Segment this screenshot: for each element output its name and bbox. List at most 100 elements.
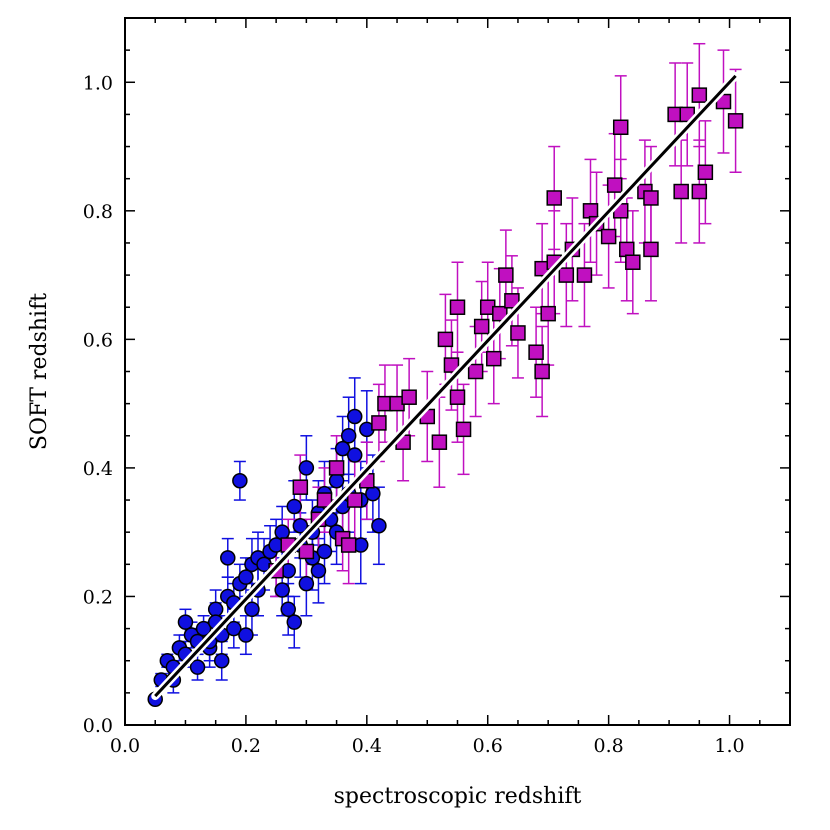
data-point-square bbox=[546, 190, 562, 206]
major-tick bbox=[125, 18, 790, 725]
data-point-square bbox=[691, 183, 708, 200]
x-tick-label: 0.2 bbox=[231, 735, 261, 757]
data-point-square bbox=[401, 389, 417, 405]
data-point-circle bbox=[195, 620, 212, 637]
data-point-circle bbox=[280, 601, 296, 618]
data-point-square bbox=[691, 87, 708, 103]
data-point-square bbox=[328, 460, 345, 476]
data-point-circle bbox=[365, 485, 381, 502]
y-tick-label: 0.8 bbox=[83, 201, 113, 223]
data-point-square bbox=[619, 241, 635, 258]
major-tick bbox=[125, 18, 790, 725]
data-point-square bbox=[673, 183, 689, 200]
data-point-square bbox=[431, 434, 448, 450]
data-point-circle bbox=[286, 614, 303, 630]
data-point-circle bbox=[316, 543, 333, 560]
minor-tick bbox=[125, 17, 791, 725]
data-point-square bbox=[486, 350, 502, 367]
minor-tick bbox=[125, 18, 790, 725]
minor-tick bbox=[125, 18, 790, 725]
y-tick-label: 0.0 bbox=[83, 715, 113, 737]
major-tick bbox=[125, 18, 790, 725]
data-point-square bbox=[292, 479, 309, 495]
y-tick-label: 0.6 bbox=[83, 329, 113, 351]
data-point-circle bbox=[292, 518, 309, 534]
data-point-square bbox=[600, 228, 617, 245]
data-point-circle bbox=[220, 550, 236, 566]
minor-tick bbox=[125, 18, 790, 725]
fit-line-layer bbox=[151, 71, 740, 701]
minor-tick bbox=[125, 18, 790, 725]
data-point-square bbox=[492, 305, 508, 322]
data-point-square bbox=[498, 267, 514, 283]
minor-tick bbox=[125, 18, 790, 725]
y-tick-label: 0.4 bbox=[83, 458, 113, 480]
data-point-circle bbox=[340, 428, 357, 444]
data-point-square bbox=[449, 299, 466, 315]
data-point-circle bbox=[298, 575, 315, 592]
minor-tick bbox=[125, 18, 790, 725]
data-point-circle bbox=[226, 620, 242, 637]
data-point-square bbox=[298, 543, 315, 560]
data-point-square bbox=[340, 537, 357, 553]
data-point-square bbox=[697, 164, 714, 181]
data-point-circle bbox=[274, 524, 290, 540]
data-point-square bbox=[540, 305, 556, 322]
data-point-square bbox=[371, 415, 387, 431]
x-tick-label: 0.6 bbox=[473, 735, 503, 757]
x-tick-label: 0.4 bbox=[352, 735, 382, 757]
x-tick-label: 1.0 bbox=[714, 735, 744, 757]
x-tick-label: 0.0 bbox=[110, 735, 140, 757]
data-point-circle bbox=[310, 562, 327, 579]
data-point-square bbox=[582, 203, 599, 219]
data-point-circle bbox=[238, 627, 254, 643]
minor-tick bbox=[125, 18, 790, 725]
data-point-circle bbox=[189, 659, 206, 675]
data-point-square bbox=[727, 113, 744, 129]
data-point-circle bbox=[334, 440, 351, 457]
data-point-square bbox=[528, 344, 544, 360]
y-tick-label: 1.0 bbox=[83, 72, 113, 94]
x-axis-label: spectroscopic redshift bbox=[334, 784, 582, 809]
data-point-circle bbox=[286, 498, 303, 515]
data-point-circle bbox=[328, 473, 345, 489]
data-point-square bbox=[612, 119, 629, 136]
data-point-square bbox=[576, 267, 593, 283]
data-point-circle bbox=[298, 460, 315, 476]
data-point-square bbox=[443, 357, 460, 373]
data-point-square bbox=[504, 293, 520, 309]
data-point-circle bbox=[346, 408, 363, 425]
data-point-square bbox=[467, 363, 484, 380]
data-point-circle bbox=[371, 518, 387, 534]
data-point-circle bbox=[232, 473, 248, 489]
minor-tick bbox=[125, 18, 790, 725]
data-point-square bbox=[606, 177, 623, 193]
data-point-square bbox=[449, 389, 466, 405]
data-point-square bbox=[346, 492, 363, 508]
fit-line bbox=[154, 74, 737, 698]
data-point-circle bbox=[346, 447, 363, 463]
data-point-circle bbox=[274, 582, 290, 598]
minor-tick bbox=[125, 18, 790, 725]
data-point-square bbox=[534, 363, 550, 380]
data-point-circle bbox=[213, 652, 230, 669]
data-point-square bbox=[625, 254, 641, 270]
data-point-square bbox=[558, 267, 575, 283]
data-point-circle bbox=[244, 601, 260, 618]
y-axis-label: SOFT redshift bbox=[27, 293, 52, 450]
data-point-square bbox=[316, 492, 333, 508]
y-tick-label: 0.2 bbox=[83, 586, 113, 608]
data-point-square bbox=[437, 331, 454, 348]
data-point-square bbox=[643, 241, 659, 258]
minor-tick bbox=[125, 18, 790, 725]
data-point-square bbox=[510, 325, 526, 341]
minor-tick bbox=[125, 18, 790, 725]
major-tick bbox=[125, 18, 790, 725]
minor-tick bbox=[125, 18, 790, 725]
data-point-square bbox=[643, 190, 659, 206]
data-point-square bbox=[455, 421, 472, 438]
minor-tick bbox=[125, 18, 790, 725]
ticks-layer: 0.0 0.2 0.4 0.6 0.8 1.0 0.0 0.2 0.4 0.6 0.8 1.0 bbox=[83, 17, 791, 757]
minor-tick bbox=[125, 18, 790, 725]
